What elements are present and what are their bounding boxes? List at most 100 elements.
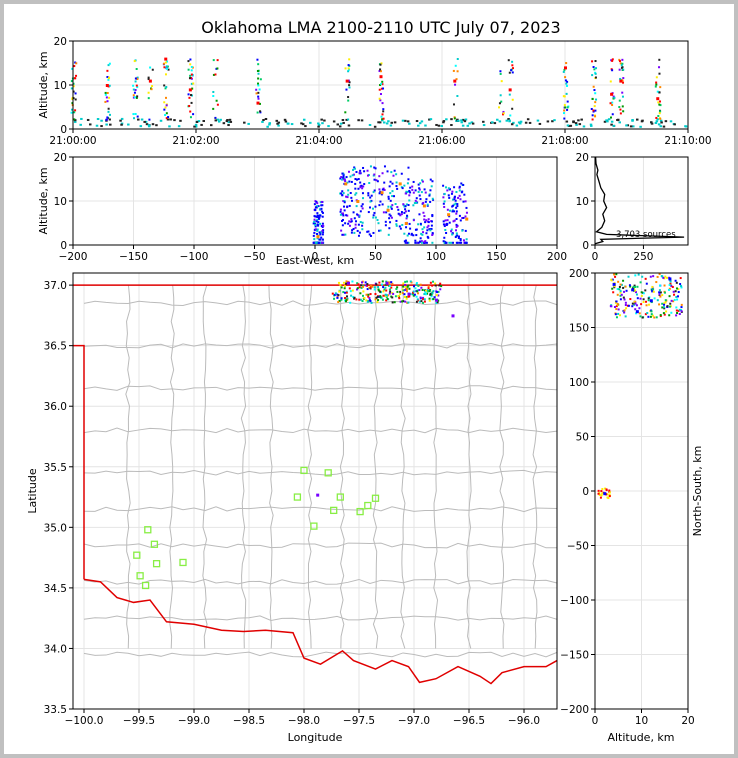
ground-source-mark xyxy=(290,123,294,126)
burst-source-mark xyxy=(73,118,76,121)
plan-source-mark xyxy=(431,284,434,287)
ew-source-mark xyxy=(389,180,392,183)
ew-tick-label: 0 xyxy=(312,251,319,263)
burst-source-mark xyxy=(594,109,597,112)
ew-source-mark xyxy=(318,231,321,234)
burst-source-mark xyxy=(187,93,190,96)
burst-source-mark xyxy=(135,84,138,87)
burst-source-mark xyxy=(348,84,351,87)
plan-source-mark xyxy=(359,298,362,301)
ns-source-mark xyxy=(634,274,637,277)
plan-source-mark xyxy=(399,290,402,293)
ew-source-mark xyxy=(443,192,446,195)
burst-source-mark xyxy=(164,61,167,64)
ground-source-mark xyxy=(482,120,485,123)
burst-source-mark xyxy=(659,86,662,89)
burst-source-mark xyxy=(621,62,624,65)
ground-source-mark xyxy=(632,125,635,128)
ew-source-mark xyxy=(313,228,316,231)
burst-source-mark xyxy=(104,91,107,94)
ground-source-mark xyxy=(417,124,420,127)
ew-source-mark xyxy=(315,241,318,244)
time-tick-label: 21:04:00 xyxy=(295,135,342,147)
plan-source-point xyxy=(385,281,389,285)
plan-source-mark xyxy=(428,299,431,302)
ground-source-mark xyxy=(610,123,613,126)
burst-source-mark xyxy=(189,63,192,66)
ground-source-mark xyxy=(96,118,100,121)
ground-source-mark xyxy=(659,125,663,128)
burst-source-mark xyxy=(215,99,218,102)
ns-source-mark xyxy=(645,282,648,285)
ew-source-mark xyxy=(374,167,377,170)
ew-source-mark xyxy=(400,172,403,175)
ground-source-mark xyxy=(519,120,523,123)
ground-source-mark xyxy=(214,119,218,122)
county-boundary xyxy=(83,651,558,658)
plan-source-mark xyxy=(408,287,411,290)
plan-source-mark xyxy=(432,290,435,293)
ew-source-mark xyxy=(458,185,461,188)
plan-source-mark xyxy=(363,296,366,299)
ew-tick-label: −200 xyxy=(59,251,88,263)
ns-source-point xyxy=(603,492,607,496)
plan-source-mark xyxy=(423,293,426,296)
ns-source-mark xyxy=(613,285,616,288)
ns-tick-label: −200 xyxy=(560,704,589,716)
plan-source-mark xyxy=(361,294,364,297)
burst-source-mark xyxy=(611,101,614,104)
ew-source-mark xyxy=(369,200,372,203)
ground-source-mark xyxy=(247,122,250,125)
ground-source-mark xyxy=(496,118,499,121)
ew-source-mark xyxy=(446,223,449,226)
ew-source-mark xyxy=(463,193,466,196)
plan-source-mark xyxy=(415,300,418,303)
ew-source-mark xyxy=(315,200,318,203)
burst-source-mark xyxy=(453,117,456,120)
ground-source-mark xyxy=(86,118,90,121)
ew-source-mark xyxy=(359,220,362,223)
plan-source-mark xyxy=(415,283,418,286)
burst-source-mark xyxy=(73,65,76,68)
burst-source-mark xyxy=(147,76,150,79)
ew-source-mark xyxy=(360,205,363,208)
ground-source-mark xyxy=(404,119,407,122)
ew-source-mark xyxy=(362,197,365,200)
burst-source-mark xyxy=(622,110,625,113)
ns-source-mark xyxy=(616,288,619,291)
ns-source-mark xyxy=(622,296,625,299)
burst-source-mark xyxy=(565,92,568,95)
ground-source-mark xyxy=(179,119,182,122)
ew-source-mark xyxy=(426,229,429,232)
plan-source-mark xyxy=(379,290,382,293)
ew-source-mark xyxy=(425,232,428,235)
ns-source-mark xyxy=(635,304,638,307)
ew-source-mark xyxy=(451,190,454,193)
ew-source-mark xyxy=(369,234,372,237)
ns-source-mark xyxy=(613,305,616,308)
ew-source-mark xyxy=(346,205,349,208)
ns-source-mark xyxy=(634,285,637,288)
source-point xyxy=(619,79,623,83)
ew-source-mark xyxy=(344,233,347,236)
altitude-profile-line xyxy=(594,156,685,245)
ew-source-mark xyxy=(446,208,449,211)
ew-source-mark xyxy=(320,236,323,239)
burst-source-mark xyxy=(164,87,167,90)
ground-source-mark xyxy=(673,123,676,126)
ew-source-mark xyxy=(465,241,468,244)
ew-source-mark xyxy=(450,228,453,231)
source-point xyxy=(256,101,260,105)
plan-source-mark xyxy=(384,293,387,296)
ew-source-mark xyxy=(320,241,323,244)
ew-source-mark xyxy=(395,173,398,176)
ew-source-mark xyxy=(389,199,392,202)
plan-source-mark xyxy=(437,299,440,302)
ground-source-mark xyxy=(654,121,658,124)
source-point xyxy=(564,66,567,70)
plan-source-mark xyxy=(405,290,408,293)
ns-source-mark xyxy=(619,283,622,286)
ns-source-mark xyxy=(628,284,631,287)
ground-source-mark xyxy=(219,118,222,121)
ground-source-mark xyxy=(100,119,103,122)
